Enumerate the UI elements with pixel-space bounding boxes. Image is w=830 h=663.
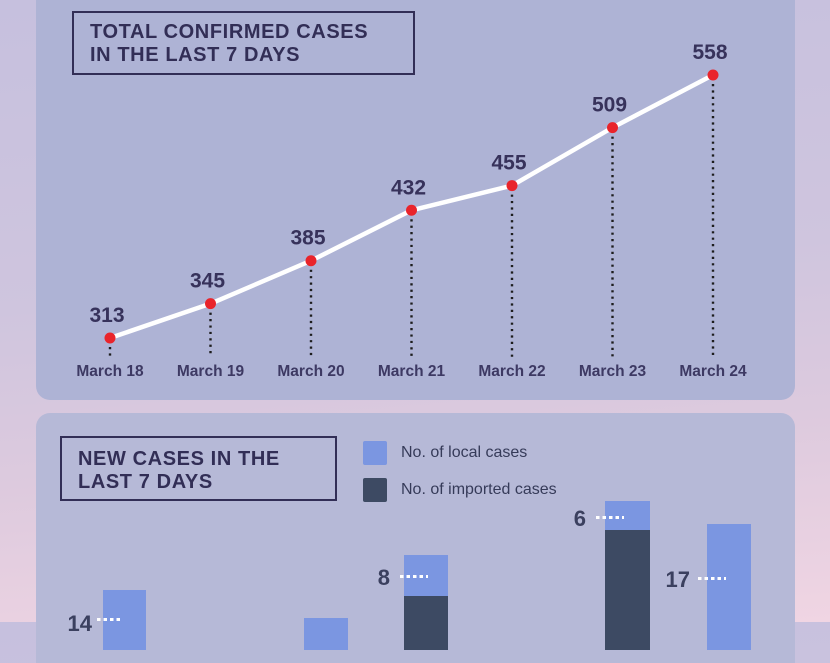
bar-value-label: 17 xyxy=(665,567,690,592)
local-cases-label: No. of local cases xyxy=(401,444,528,461)
x-axis-date-label: March 19 xyxy=(176,363,245,380)
new-cases-title-box: NEW CASES IN THE LAST 7 DAYS xyxy=(60,436,337,501)
data-point xyxy=(607,122,618,134)
data-point-value-label: 558 xyxy=(692,41,727,64)
imported-cases-swatch-icon xyxy=(363,478,387,502)
data-point-value-label: 432 xyxy=(391,176,426,199)
data-point-value-label: 345 xyxy=(190,270,225,293)
local-cases-swatch-icon xyxy=(363,441,387,465)
bar-local-segment xyxy=(304,618,348,650)
total-cases-panel xyxy=(36,0,795,400)
total-cases-title-box: TOTAL CONFIRMED CASES IN THE LAST 7 DAYS xyxy=(72,11,415,75)
label-leader-dashes-icon xyxy=(596,516,624,519)
x-axis-date-label: March 23 xyxy=(578,363,647,380)
bar-local-segment xyxy=(605,501,650,530)
data-point-value-label: 455 xyxy=(491,152,526,175)
bar-local-segment xyxy=(707,524,751,650)
data-point xyxy=(506,180,518,192)
data-point xyxy=(104,332,116,344)
imported-cases-label: No. of imported cases xyxy=(401,481,557,498)
data-point-value-label: 313 xyxy=(89,304,124,327)
total-cases-title-line2: IN THE LAST 7 DAYS xyxy=(90,44,301,66)
data-point xyxy=(406,204,417,216)
label-leader-dashes-icon xyxy=(400,575,428,578)
data-point xyxy=(305,255,317,267)
data-point xyxy=(707,69,719,81)
bar-value-label: 14 xyxy=(67,611,92,636)
total-cases-title-line1: TOTAL CONFIRMED CASES xyxy=(90,21,369,43)
legend-local-cases: No. of local cases xyxy=(363,441,527,465)
x-axis-date-label: March 21 xyxy=(377,363,446,380)
bar-value-label: 8 xyxy=(377,565,390,590)
x-axis-date-label: March 24 xyxy=(679,363,747,380)
legend-imported-cases: No. of imported cases xyxy=(363,478,557,502)
x-axis-date-label: March 18 xyxy=(76,363,144,380)
data-point-value-label: 385 xyxy=(290,227,325,250)
label-leader-dashes-icon xyxy=(97,618,122,621)
x-axis-date-label: March 22 xyxy=(478,363,546,380)
x-axis-date-label: March 20 xyxy=(277,363,345,380)
new-cases-title-line1: NEW CASES IN THE xyxy=(78,448,280,470)
total-cases-line-chart: 313 345 385 432 455 509 558 xyxy=(89,41,728,357)
bar-imported-segment xyxy=(404,596,448,650)
label-leader-dashes-icon xyxy=(698,577,726,580)
bar-value-label: 6 xyxy=(573,506,586,531)
data-point xyxy=(205,298,216,310)
data-point-value-label: 509 xyxy=(592,94,627,117)
new-cases-title-line2: LAST 7 DAYS xyxy=(78,471,213,493)
